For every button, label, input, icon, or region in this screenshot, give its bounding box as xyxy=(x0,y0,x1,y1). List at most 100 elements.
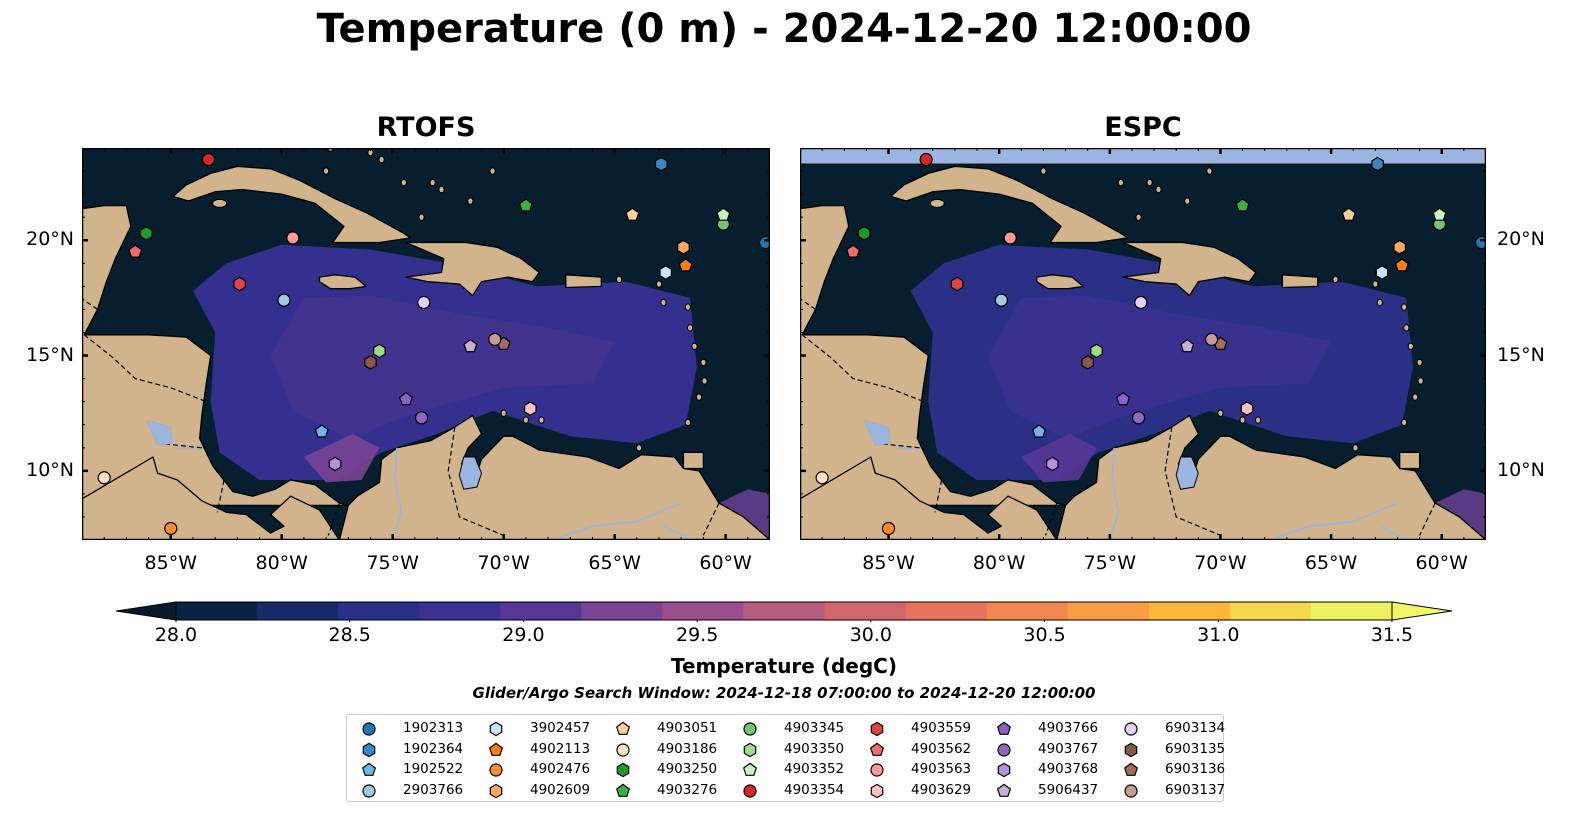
colorbar-segment xyxy=(986,602,1069,620)
float-marker-1902522[interactable] xyxy=(314,424,329,438)
float-marker-4903352[interactable] xyxy=(1432,207,1447,221)
river xyxy=(391,447,403,540)
float-marker-4903354[interactable] xyxy=(919,152,933,167)
float-marker-4903563[interactable] xyxy=(286,231,300,245)
legend-marker-6903135[interactable] xyxy=(1124,742,1138,757)
colorbar-segment xyxy=(662,602,744,620)
float-marker-4903051[interactable] xyxy=(1341,207,1356,221)
float-marker-3902457[interactable] xyxy=(659,265,673,280)
float-marker-6903134[interactable] xyxy=(417,295,431,310)
legend-marker-1902522[interactable] xyxy=(361,762,377,776)
float-marker-4902113[interactable] xyxy=(1394,258,1409,272)
float-marker-1902522[interactable] xyxy=(1031,424,1047,438)
float-marker-4903629[interactable] xyxy=(1240,401,1254,416)
legend-marker-6903134[interactable] xyxy=(1124,722,1138,736)
float-marker-4903350[interactable] xyxy=(1090,343,1103,359)
legend-marker-4903563[interactable] xyxy=(870,763,884,777)
float-marker-2903766[interactable] xyxy=(994,293,1008,307)
float-marker-4903559[interactable] xyxy=(233,276,246,292)
float-marker-4902113[interactable] xyxy=(678,258,693,272)
float-marker-4903768[interactable] xyxy=(1046,456,1059,472)
legend-marker-4903276[interactable] xyxy=(615,783,631,797)
lat-tick-label-right: 20°N xyxy=(1497,228,1545,251)
river xyxy=(1275,502,1398,539)
float-marker-6903135[interactable] xyxy=(1081,355,1094,370)
legend-marker-4903186[interactable] xyxy=(616,742,630,757)
float-marker-4903766[interactable] xyxy=(1116,391,1131,406)
legend-marker-4903766[interactable] xyxy=(996,721,1012,735)
small-island xyxy=(660,298,667,307)
float-marker-4902609[interactable] xyxy=(677,239,690,255)
float-marker-4903186[interactable] xyxy=(97,471,111,485)
float-marker-4903767[interactable] xyxy=(1131,411,1146,425)
legend-label: 4902113 xyxy=(530,740,591,757)
float-marker-4903186[interactable] xyxy=(815,471,829,485)
small-island xyxy=(1206,167,1213,175)
float-marker-1902364[interactable] xyxy=(654,156,668,172)
float-marker-4903768[interactable] xyxy=(328,456,342,472)
legend-marker-4903768[interactable] xyxy=(997,762,1011,778)
small-island xyxy=(701,377,708,385)
float-marker-4903559[interactable] xyxy=(950,276,964,292)
float-marker-5906437[interactable] xyxy=(463,338,478,353)
float-marker-4903250[interactable] xyxy=(857,226,871,241)
river xyxy=(175,446,200,451)
float-marker-4903354[interactable] xyxy=(201,152,216,167)
float-marker-4903629[interactable] xyxy=(524,401,537,416)
legend-marker-2903766[interactable] xyxy=(362,783,376,798)
country-border xyxy=(447,426,504,536)
float-marker-4903352[interactable] xyxy=(716,207,731,221)
float-marker-4903250[interactable] xyxy=(139,226,153,241)
legend-marker-4903562[interactable] xyxy=(869,742,885,756)
hexagon-marker-icon xyxy=(743,742,757,757)
legend-marker-4903250[interactable] xyxy=(616,762,630,778)
float-marker-2903766[interactable] xyxy=(277,293,291,307)
land-mass xyxy=(1036,274,1084,290)
hexagon-marker-icon xyxy=(997,762,1011,778)
float-marker-4903766[interactable] xyxy=(398,391,414,406)
map-panel-espc[interactable] xyxy=(800,148,1486,540)
legend-marker-6903136[interactable] xyxy=(1123,762,1139,776)
float-marker-4903767[interactable] xyxy=(414,411,429,425)
small-island xyxy=(418,213,425,221)
legend-marker-4903629[interactable] xyxy=(870,783,884,798)
hexagon-marker-icon xyxy=(870,721,884,737)
float-marker-6903134[interactable] xyxy=(1134,295,1148,310)
float-marker-4903562[interactable] xyxy=(128,244,143,258)
float-marker-5906437[interactable] xyxy=(1180,338,1195,353)
float-marker-4903276[interactable] xyxy=(518,198,533,212)
float-marker-4903051[interactable] xyxy=(625,207,640,221)
river xyxy=(558,502,682,539)
pentagon-marker-icon xyxy=(1123,762,1139,776)
legend-marker-4903354[interactable] xyxy=(743,783,757,798)
legend-marker-3902457[interactable] xyxy=(489,721,503,737)
float-marker-4903276[interactable] xyxy=(1235,198,1250,212)
float-marker-3902457[interactable] xyxy=(1375,265,1389,280)
legend-label: 6903136 xyxy=(1165,761,1226,777)
float-marker-6903137[interactable] xyxy=(488,332,502,346)
map-panel-rtofs[interactable] xyxy=(82,148,770,540)
legend-marker-4903767[interactable] xyxy=(997,742,1011,757)
legend-marker-4903559[interactable] xyxy=(870,721,884,737)
legend-marker-4903345[interactable] xyxy=(743,722,757,736)
float-marker-4903562[interactable] xyxy=(846,244,861,258)
float-marker-4903563[interactable] xyxy=(1003,231,1017,245)
legend-marker-4903352[interactable] xyxy=(742,762,758,776)
river xyxy=(663,525,693,540)
float-marker-6903135[interactable] xyxy=(364,355,377,370)
legend-marker-4902113[interactable] xyxy=(488,742,504,756)
legend-marker-4903350[interactable] xyxy=(743,742,757,757)
float-marker-4903350[interactable] xyxy=(373,343,386,359)
float-marker-4902609[interactable] xyxy=(1393,239,1407,255)
float-marker-6903137[interactable] xyxy=(1205,332,1219,346)
small-island xyxy=(1155,185,1162,194)
legend-marker-4902609[interactable] xyxy=(489,783,503,798)
legend-marker-1902313[interactable] xyxy=(362,722,376,736)
legend-marker-6903137[interactable] xyxy=(1124,783,1138,798)
small-island xyxy=(1040,167,1047,175)
legend-marker-5906437[interactable] xyxy=(996,783,1012,797)
legend-marker-1902364[interactable] xyxy=(362,742,376,757)
float-marker-1902364[interactable] xyxy=(1371,156,1384,172)
legend-marker-4903051[interactable] xyxy=(615,721,631,735)
legend-marker-4902476[interactable] xyxy=(489,763,503,777)
